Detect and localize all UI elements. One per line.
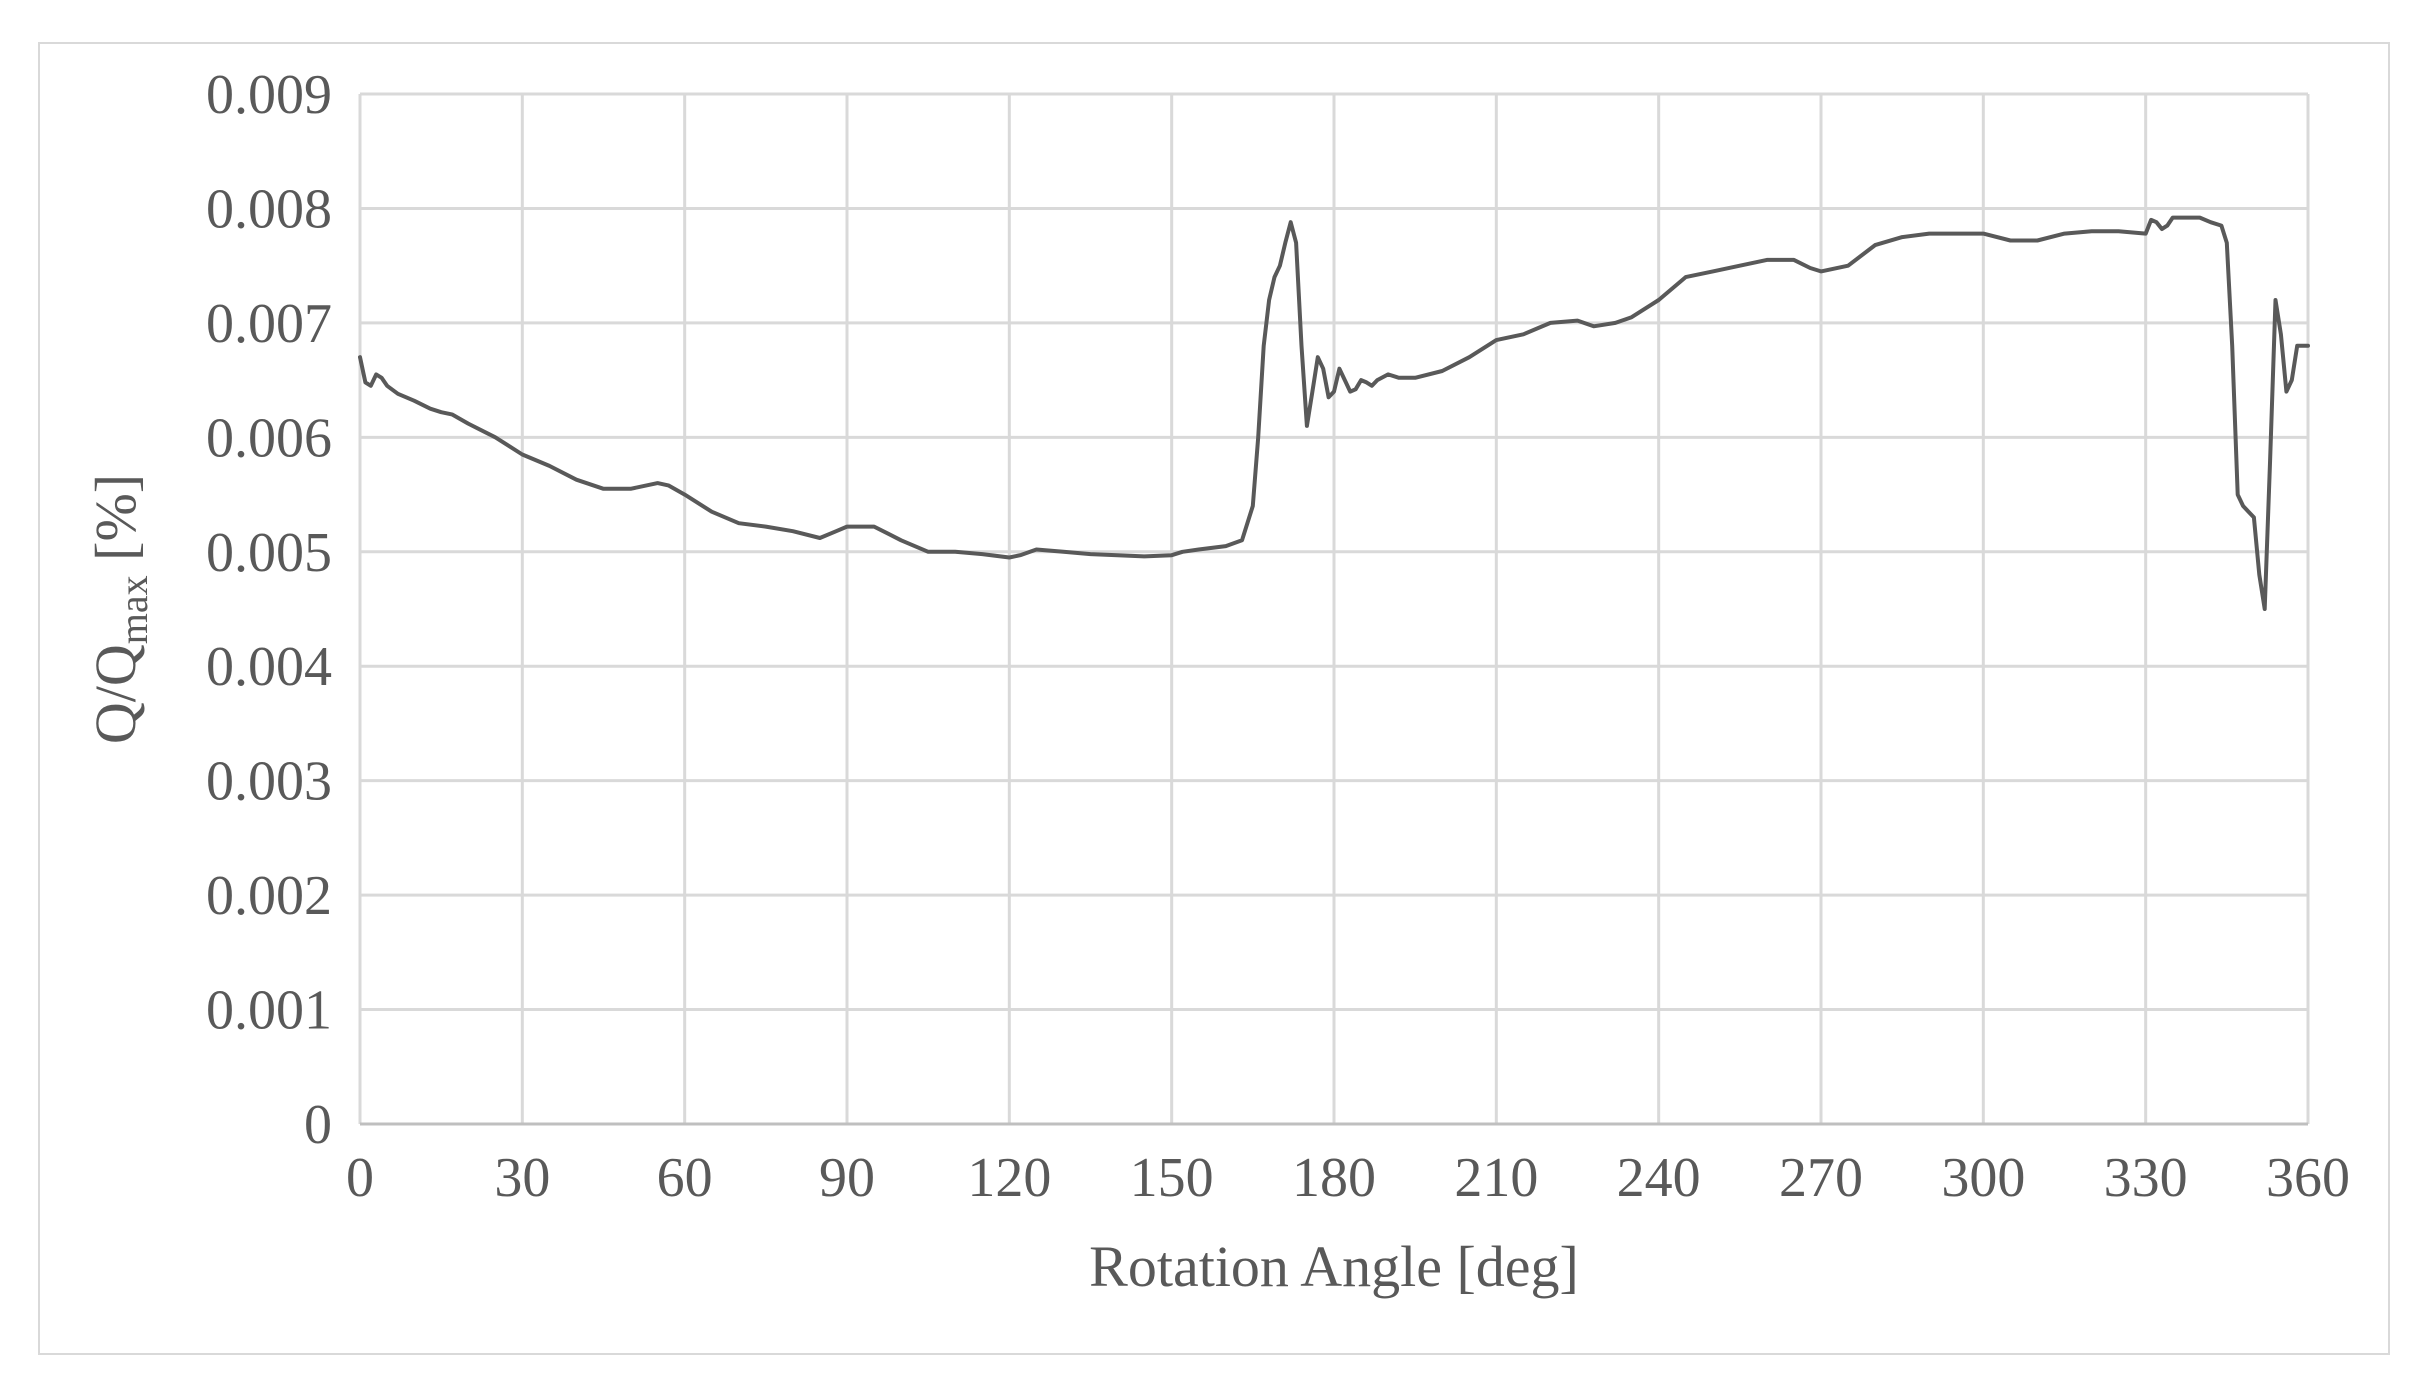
x-tick-label: 180 (1292, 1147, 1376, 1209)
line-chart: 0 0.001 0.002 0.003 0.004 0.005 0.006 0.007 0.00… (83, 64, 2350, 1299)
x-tick-label: 120 (967, 1147, 1051, 1209)
x-tick-label: 30 (494, 1147, 550, 1209)
x-tick-label: 330 (2104, 1147, 2188, 1209)
grid (358, 92, 2310, 1124)
series-line (358, 215, 2310, 611)
x-tick-label: 210 (1454, 1147, 1538, 1209)
y-tick-label: 0.008 (206, 178, 332, 240)
series (358, 215, 2310, 611)
y-tick-label: 0.003 (206, 751, 332, 813)
x-tick-label: 360 (2266, 1147, 2350, 1209)
y-tick-label: 0.002 (206, 865, 332, 927)
y-tick-label: 0.001 (206, 980, 332, 1042)
x-tick-label: 300 (1941, 1147, 2025, 1209)
x-tick-label: 150 (1130, 1147, 1214, 1209)
y-tick-labels: 0 0.001 0.002 0.003 0.004 0.005 0.006 0.007 0.00… (206, 64, 332, 1156)
y-axis-title: Q/Qmax [%] (83, 474, 156, 744)
y-axis-title-main: Q/Q (83, 644, 148, 744)
y-tick-label: 0.006 (206, 407, 332, 469)
y-axis-title-unit: [%] (83, 474, 148, 575)
x-tick-label: 90 (819, 1147, 875, 1209)
x-axis-title: Rotation Angle [deg] (1089, 1234, 1579, 1299)
chart-frame: 0 0.001 0.002 0.003 0.004 0.005 0.006 0.007 0.00… (38, 42, 2390, 1355)
y-axis-title-subscript: max (111, 575, 156, 644)
x-tick-label: 270 (1779, 1147, 1863, 1209)
x-tick-labels: 0 30 60 90 120 150 180 210 240 270 300 330 360 (346, 1147, 2350, 1209)
x-tick-label: 0 (346, 1147, 374, 1209)
x-tick-label: 240 (1617, 1147, 1701, 1209)
y-tick-label: 0.007 (206, 293, 332, 355)
x-tick-label: 60 (657, 1147, 713, 1209)
y-tick-label: 0.009 (206, 64, 332, 126)
y-tick-label: 0.005 (206, 522, 332, 584)
y-tick-label: 0 (304, 1094, 332, 1156)
y-tick-label: 0.004 (206, 636, 332, 698)
